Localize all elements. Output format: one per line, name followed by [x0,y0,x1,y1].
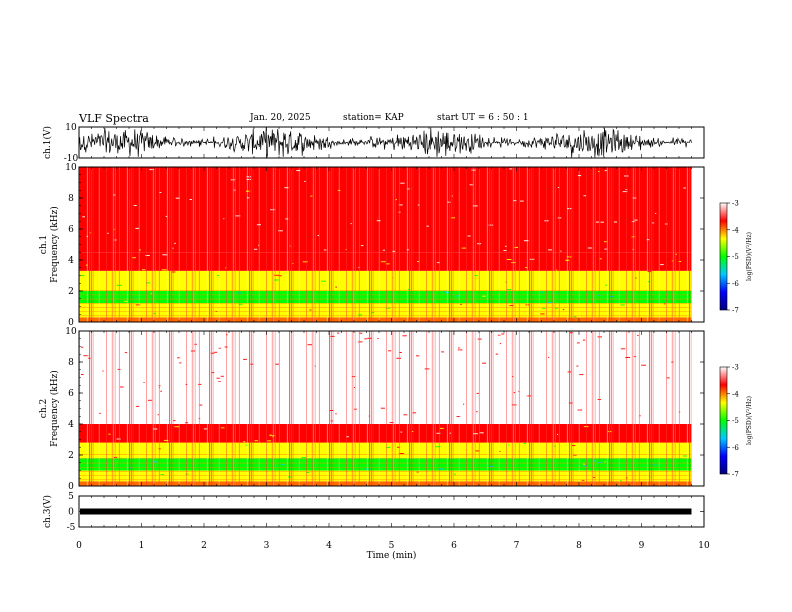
y-tick-label: 5 [68,492,74,502]
x-tick-label: 8 [576,541,582,551]
colorbar-tick-label: -6 [732,444,739,452]
y-tick-label: 10 [65,327,77,337]
x-tick-label: 7 [514,541,520,551]
x-tick-label: 9 [639,541,645,551]
colorbar-tick-label: -5 [732,253,739,261]
colorbar-tick-label: -3 [732,200,739,208]
y-tick-label: 6 [68,225,74,235]
colorbar-tick-label: -6 [732,280,739,288]
y-tick-label: 10 [65,123,77,133]
waveform-trace [78,127,692,159]
y-axis-label: Frequency (kHz) [49,206,60,283]
x-tick-label: 4 [326,541,332,551]
y-axis-label-channel: ch.1 [39,235,49,254]
y-tick-label: 8 [68,194,74,204]
panel-1: 10 -10 ch.1(V) [42,123,705,164]
colorbar-tick-label: -3 [732,364,739,372]
y-tick-label: 4 [68,420,74,430]
x-tick-label: 2 [201,541,207,551]
colorbar-label: log(PSD)(V²/Hz) [746,396,753,445]
colorbar-label: log(PSD)(V²/Hz) [746,232,753,281]
colorbar-tick-label: -7 [732,307,739,315]
y-tick-label: 2 [68,287,74,297]
x-tick-label: 1 [139,541,145,551]
y-tick-label: 8 [68,358,74,368]
y-axis-label: ch.1(V) [42,126,53,159]
y-tick-label: -5 [67,523,76,533]
y-tick-label: -10 [64,154,79,164]
y-tick-label: 10 [65,163,77,173]
colorbar-tick-label: -4 [732,390,739,398]
y-tick-label: 6 [68,389,74,399]
x-axis-label: Time (min) [367,550,417,561]
colorbar [719,202,728,311]
panel-2: 0 2 4 6 8 10 ch.1 Frequency (kHz) -3 -4 -5 -6 -7 log(… [39,163,753,328]
y-axis-label: Frequency (kHz) [49,370,60,447]
colorbar-tick-label: -7 [732,471,739,479]
x-tick-label: 3 [264,541,270,551]
y-axis-label-channel: ch.2 [39,399,49,418]
colorbar-tick-label: -5 [732,417,739,425]
x-tick-label: 0 [76,541,82,551]
y-tick-label: 0 [68,508,74,518]
station-label: station= KAP [343,113,404,123]
start-time-label: start UT = 6 : 50 : 1 [437,113,529,123]
date-label: Jan. 20, 2025 [250,113,311,123]
panel-3: 0 2 4 6 8 10 ch.2 Frequency (kHz) -3 -4 -5 -6 -7 log(… [39,327,753,492]
chart-title: VLF Spectra [79,112,149,125]
spectrogram-texture [79,167,692,322]
y-tick-label: 0 [68,318,74,328]
x-tick-label: 10 [698,541,710,551]
colorbar [719,366,728,475]
spectrogram-texture [79,331,692,486]
colorbar-tick-label: -4 [732,226,739,234]
x-tick-label: 5 [389,541,395,551]
y-tick-label: 4 [68,256,74,266]
y-axis-label: ch.3(V) [42,495,53,528]
x-tick-label: 6 [451,541,457,551]
panel-4: 5 0 -5 ch.3(V) [42,492,705,533]
y-tick-label: 2 [68,451,74,461]
waveform-trace [80,508,692,515]
y-tick-label: 0 [68,482,74,492]
